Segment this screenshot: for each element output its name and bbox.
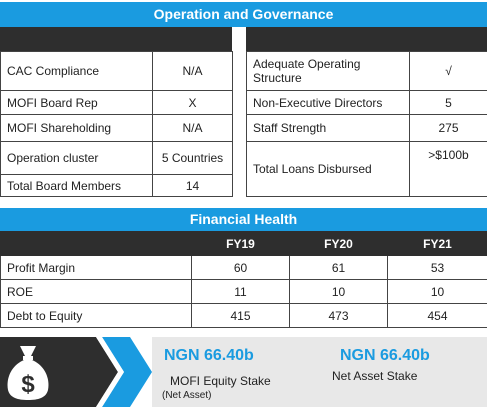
- cell-value: 11: [191, 279, 290, 304]
- row-label: Profit Margin: [0, 255, 192, 280]
- table-row: Staff Strength 275: [246, 114, 487, 142]
- svg-text:$: $: [21, 371, 35, 398]
- row-value: √: [409, 51, 487, 91]
- row-value: 5 Countries: [152, 141, 233, 175]
- table-row: Operation cluster 5 Countries: [0, 141, 233, 175]
- cell-value: 473: [289, 303, 388, 328]
- equity-stake-amount: NGN 66.40b: [164, 347, 254, 364]
- row-value: 14: [152, 174, 233, 197]
- row-value: 5: [409, 90, 487, 115]
- table-row: Adequate Operating Structure √: [246, 51, 487, 91]
- cell-value: 61: [289, 255, 388, 280]
- cell-value: 415: [191, 303, 290, 328]
- row-label: ROE: [0, 279, 192, 304]
- row-value: X: [152, 90, 233, 115]
- table-row: Total Loans Disbursed >$100b: [246, 141, 487, 197]
- table-row: CAC Compliance N/A: [0, 51, 233, 91]
- operation-header-band-left: [0, 27, 232, 51]
- table-row: Non-Executive Directors 5: [246, 90, 487, 115]
- row-label: Total Loans Disbursed: [246, 141, 410, 197]
- cell-value: 60: [191, 255, 290, 280]
- row-label: Staff Strength: [246, 114, 410, 142]
- row-label: Total Board Members: [0, 174, 153, 197]
- operation-left-table: CAC Compliance N/A MOFI Board Rep X MOFI…: [0, 51, 233, 197]
- header-blank: [0, 231, 192, 256]
- cell-value: 10: [289, 279, 388, 304]
- row-label: Adequate Operating Structure: [246, 51, 410, 91]
- financial-health-title: Financial Health: [0, 208, 487, 231]
- cell-value: 10: [387, 279, 487, 304]
- row-value: N/A: [152, 51, 233, 91]
- net-asset-stake-label: Net Asset Stake: [332, 369, 418, 383]
- operation-right-table: Adequate Operating Structure √ Non-Execu…: [246, 51, 487, 197]
- table-row: MOFI Shareholding N/A: [0, 114, 233, 142]
- row-value: >$100b: [409, 141, 487, 197]
- financial-table: FY19 FY20 FY21 Profit Margin 60 61 53 RO…: [0, 231, 487, 328]
- stake-panel: NGN 66.40b MOFI Equity Stake (Net Asset)…: [152, 337, 487, 407]
- row-label: MOFI Board Rep: [0, 90, 153, 115]
- cell-value: 53: [387, 255, 487, 280]
- row-label: Debt to Equity: [0, 303, 192, 328]
- row-value: 275: [409, 114, 487, 142]
- table-row: Profit Margin 60 61 53: [0, 255, 487, 280]
- equity-stake-sub: (Net Asset): [162, 390, 212, 401]
- row-label: Operation cluster: [0, 141, 153, 175]
- table-row: Total Board Members 14: [0, 174, 233, 197]
- year-header: FY20: [289, 231, 388, 256]
- year-header: FY21: [387, 231, 487, 256]
- cell-value: 454: [387, 303, 487, 328]
- row-value: N/A: [152, 114, 233, 142]
- row-label: CAC Compliance: [0, 51, 153, 91]
- operation-header-band-right: [246, 27, 487, 51]
- operation-governance-title: Operation and Governance: [0, 2, 487, 27]
- equity-stake-label: MOFI Equity Stake: [170, 374, 271, 388]
- net-asset-stake-amount: NGN 66.40b: [340, 347, 430, 364]
- table-row: MOFI Board Rep X: [0, 90, 233, 115]
- table-row: ROE 11 10 10: [0, 279, 487, 304]
- money-bag-icon: $: [7, 346, 49, 400]
- table-row: Debt to Equity 415 473 454: [0, 303, 487, 328]
- table-header-row: FY19 FY20 FY21: [0, 231, 487, 256]
- year-header: FY19: [191, 231, 290, 256]
- stake-banner: $ NGN 66.40b MOFI Equity Stake (Net Asse…: [0, 334, 487, 416]
- row-label: Non-Executive Directors: [246, 90, 410, 115]
- row-label: MOFI Shareholding: [0, 114, 153, 142]
